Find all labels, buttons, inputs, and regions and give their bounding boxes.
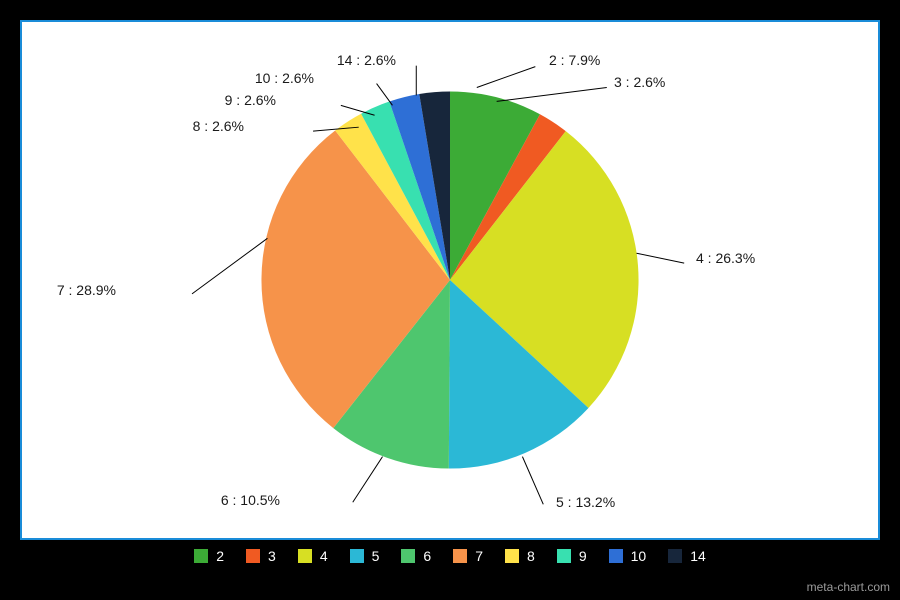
legend-item-3[interactable]: 3 bbox=[246, 548, 276, 564]
leader-line-5 bbox=[522, 457, 543, 505]
slice-label-2: 2 : 7.9% bbox=[549, 52, 600, 68]
slice-label-5: 5 : 13.2% bbox=[556, 494, 615, 510]
legend-swatch-2 bbox=[194, 549, 208, 563]
legend-swatch-3 bbox=[246, 549, 260, 563]
legend-swatch-5 bbox=[350, 549, 364, 563]
legend-label-14: 14 bbox=[690, 548, 706, 564]
slice-label-4: 4 : 26.3% bbox=[696, 250, 755, 266]
legend-label-5: 5 bbox=[372, 548, 380, 564]
legend-swatch-14 bbox=[668, 549, 682, 563]
legend-item-4[interactable]: 4 bbox=[298, 548, 328, 564]
legend-swatch-7 bbox=[453, 549, 467, 563]
pie-chart-svg bbox=[22, 22, 878, 538]
legend-swatch-6 bbox=[401, 549, 415, 563]
attribution-text: meta-chart.com bbox=[807, 580, 890, 594]
legend-item-10[interactable]: 10 bbox=[609, 548, 647, 564]
slice-label-14: 14 : 2.6% bbox=[337, 52, 396, 68]
slice-label-3: 3 : 2.6% bbox=[614, 74, 665, 90]
leader-line-10 bbox=[377, 84, 393, 106]
legend-swatch-8 bbox=[505, 549, 519, 563]
legend-item-6[interactable]: 6 bbox=[401, 548, 431, 564]
legend-item-7[interactable]: 7 bbox=[453, 548, 483, 564]
leader-line-3 bbox=[497, 87, 607, 101]
legend-item-5[interactable]: 5 bbox=[350, 548, 380, 564]
leader-line-4 bbox=[637, 253, 685, 263]
chart-frame: 2 : 7.9% 3 : 2.6% 4 : 26.3% 5 : 13.2% 6 : 10… bbox=[20, 20, 880, 540]
legend-swatch-4 bbox=[298, 549, 312, 563]
leader-line-7 bbox=[192, 238, 267, 294]
legend-label-4: 4 bbox=[320, 548, 328, 564]
legend-item-9[interactable]: 9 bbox=[557, 548, 587, 564]
legend-swatch-10 bbox=[609, 549, 623, 563]
slice-label-6: 6 : 10.5% bbox=[221, 492, 280, 508]
legend-label-7: 7 bbox=[475, 548, 483, 564]
legend-swatch-9 bbox=[557, 549, 571, 563]
legend-item-8[interactable]: 8 bbox=[505, 548, 535, 564]
slice-label-8: 8 : 2.6% bbox=[193, 118, 244, 134]
legend-label-8: 8 bbox=[527, 548, 535, 564]
legend-label-10: 10 bbox=[631, 548, 647, 564]
legend-label-9: 9 bbox=[579, 548, 587, 564]
legend-item-2[interactable]: 2 bbox=[194, 548, 224, 564]
leader-line-2 bbox=[477, 67, 536, 88]
leader-line-6 bbox=[353, 457, 383, 503]
legend-item-14[interactable]: 14 bbox=[668, 548, 706, 564]
slice-label-7: 7 : 28.9% bbox=[57, 282, 116, 298]
legend-label-3: 3 bbox=[268, 548, 276, 564]
legend-label-6: 6 bbox=[423, 548, 431, 564]
slice-label-10: 10 : 2.6% bbox=[255, 70, 314, 86]
legend: 2 3 4 5 6 7 8 9 10 14 bbox=[0, 548, 900, 564]
slice-label-9: 9 : 2.6% bbox=[225, 92, 276, 108]
legend-label-2: 2 bbox=[216, 548, 224, 564]
